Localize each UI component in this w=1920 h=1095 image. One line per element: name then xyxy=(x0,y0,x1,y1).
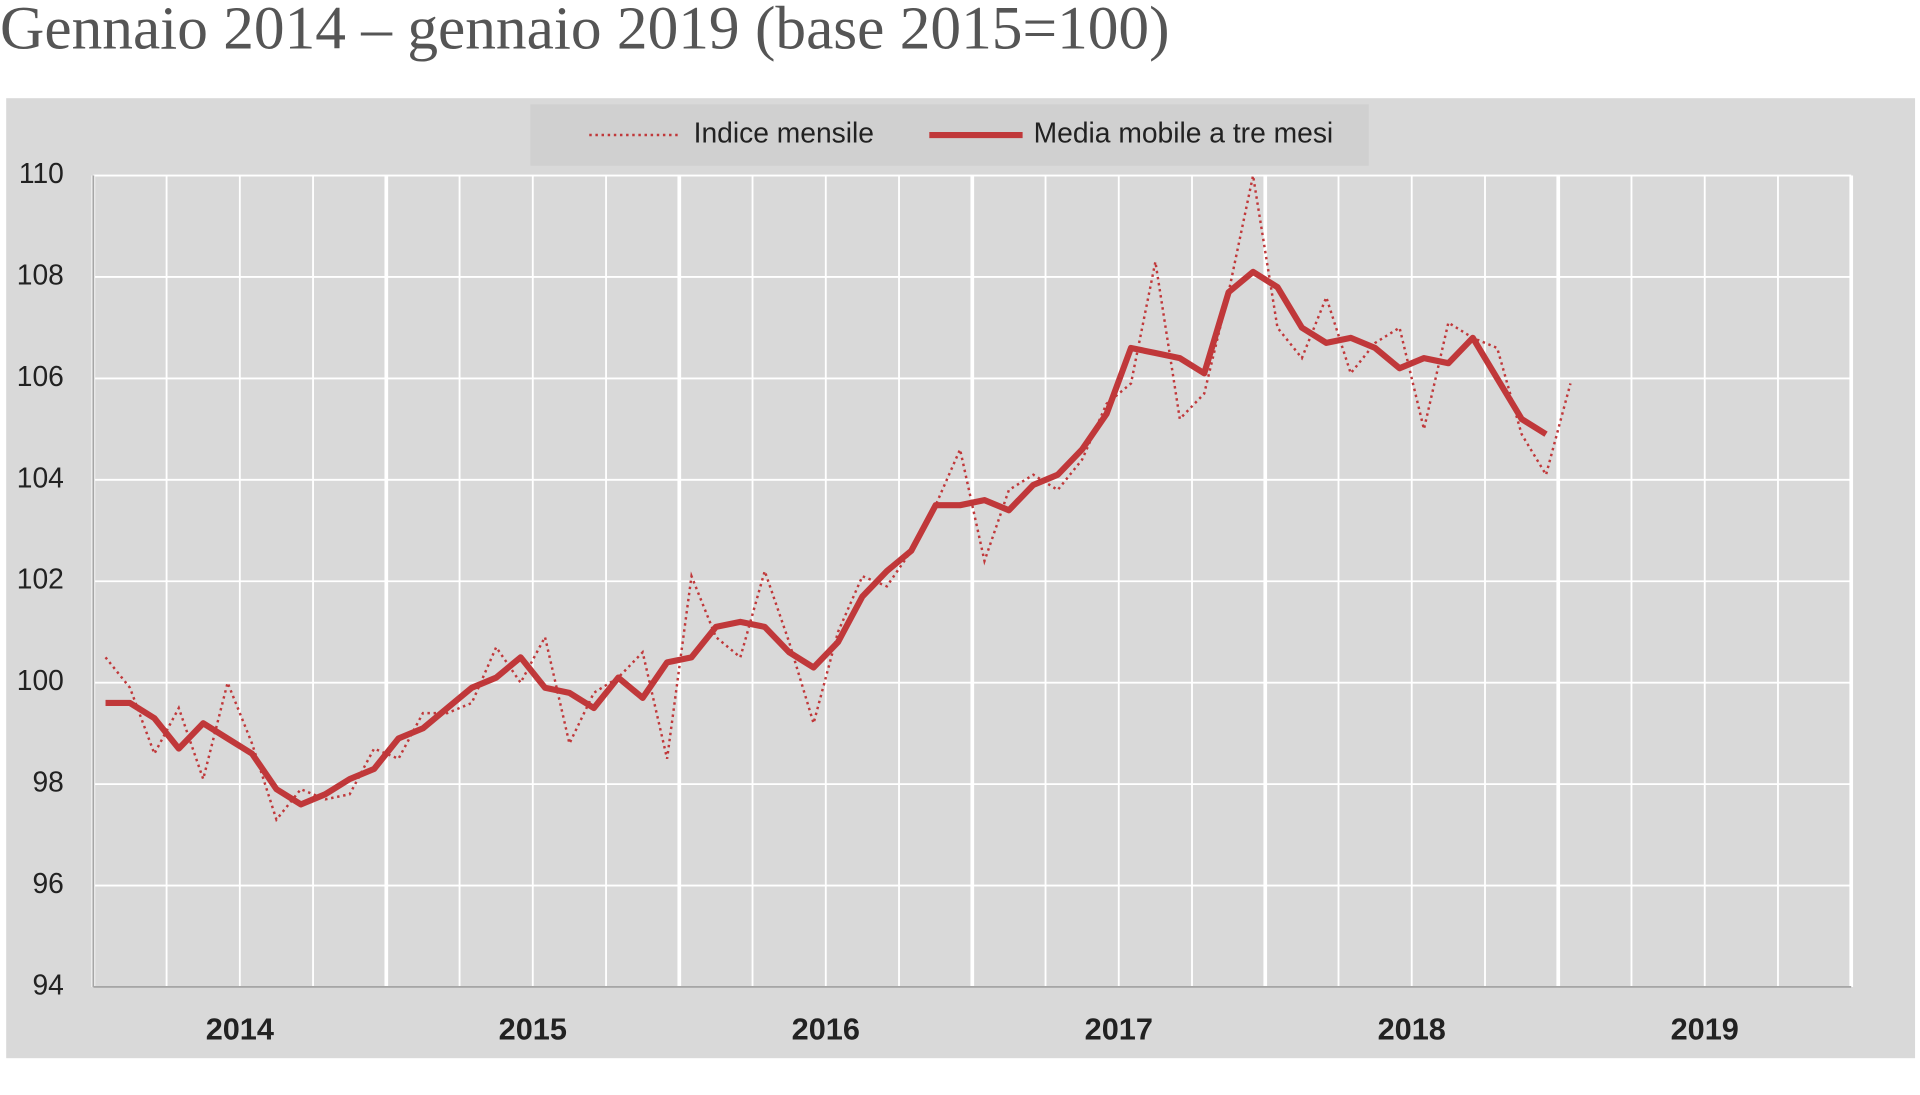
y-tick-label: 108 xyxy=(17,258,64,290)
x-tick-label: 2014 xyxy=(206,1011,274,1046)
y-tick-label: 100 xyxy=(17,664,64,696)
x-tick-label: 2016 xyxy=(792,1011,860,1046)
legend-label: Media mobile a tre mesi xyxy=(1034,116,1334,148)
y-tick-label: 94 xyxy=(32,968,63,1000)
series-line xyxy=(104,175,1572,823)
y-tick-label: 110 xyxy=(19,157,64,189)
y-tick-label: 104 xyxy=(17,461,64,493)
chart-title: Gennaio 2014 – gennaio 2019 (base 2015=1… xyxy=(0,0,1170,62)
legend: Indice mensile Media mobile a tre mesi xyxy=(530,104,1369,166)
series-line xyxy=(105,268,1548,808)
x-tick-label: 2018 xyxy=(1378,1011,1446,1046)
legend-label: Indice mensile xyxy=(694,116,874,148)
y-tick-label: 96 xyxy=(32,867,63,899)
y-tick-label: 102 xyxy=(17,563,64,595)
plot-lines xyxy=(104,175,1572,823)
y-tick-label: 98 xyxy=(32,766,63,798)
x-tick-label: 2015 xyxy=(499,1011,567,1046)
y-tick-label: 106 xyxy=(17,360,64,392)
x-tick-label: 2017 xyxy=(1085,1011,1153,1046)
grid: 94 96 98 100 102 104 106 108 110 2014 2015 2016 2017… xyxy=(17,157,1854,1046)
x-tick-label: 2019 xyxy=(1671,1011,1739,1046)
